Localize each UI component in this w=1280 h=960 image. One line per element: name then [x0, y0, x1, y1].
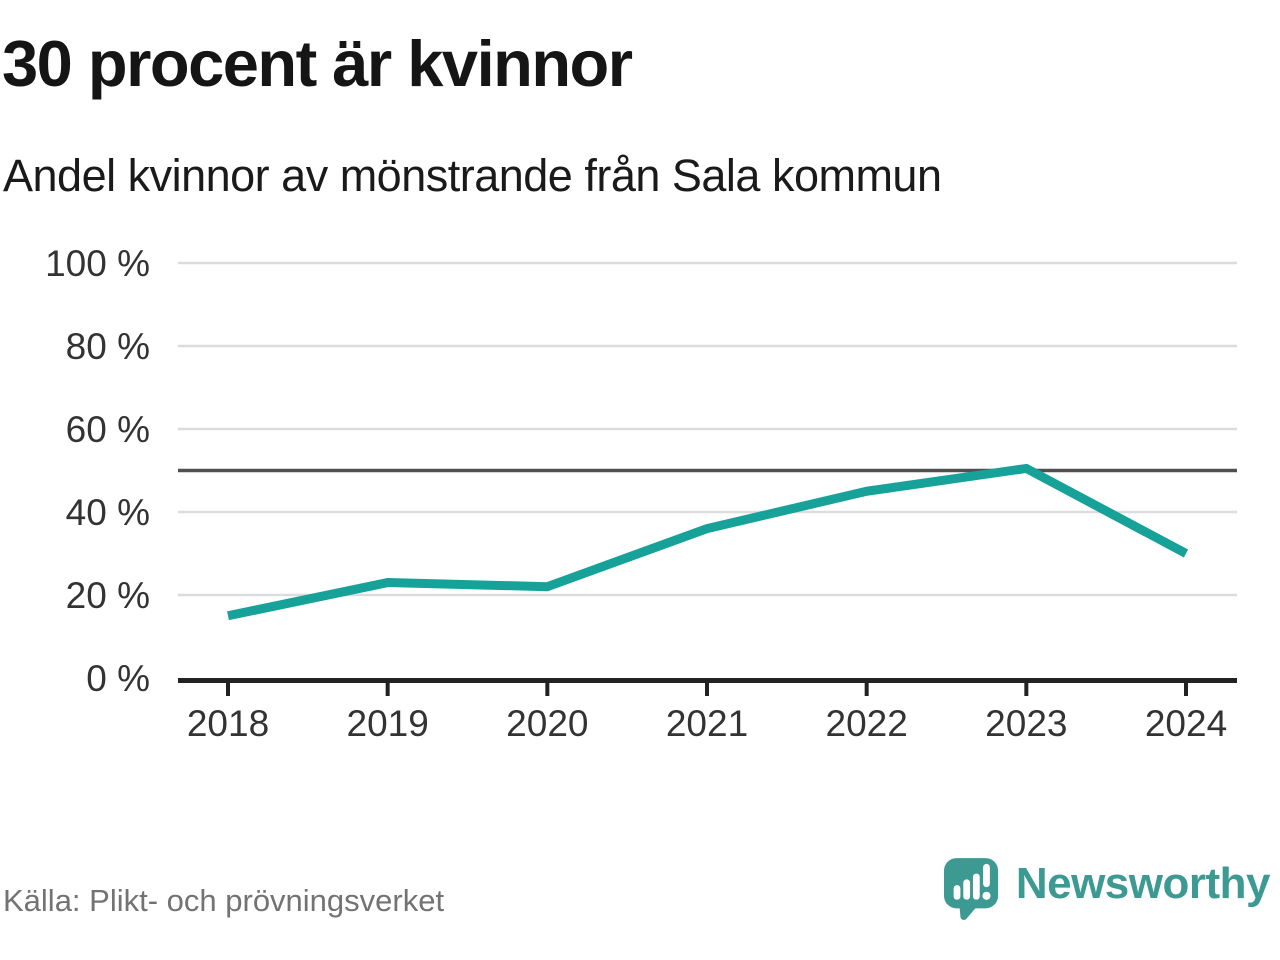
- x-tick-label: 2022: [826, 703, 908, 744]
- source-note: Källa: Plikt- och prövningsverket: [3, 883, 445, 918]
- page-title: 30 procent är kvinnor: [2, 27, 633, 100]
- y-tick-label: 100 %: [45, 243, 150, 284]
- x-tick-label: 2024: [1145, 703, 1227, 744]
- y-tick-label: 40 %: [66, 492, 150, 533]
- y-tick-label: 60 %: [66, 409, 150, 450]
- x-tick-label: 2019: [347, 703, 429, 744]
- y-tick-label: 80 %: [66, 326, 150, 367]
- x-tick-label: 2023: [985, 703, 1067, 744]
- x-tick-label: 2018: [187, 703, 269, 744]
- chart-subtitle: Andel kvinnor av mönstrande från Sala ko…: [3, 150, 942, 201]
- newsworthy-logo: Newsworthy: [943, 856, 1271, 924]
- data-line: [227, 463, 1189, 621]
- newsworthy-speech-bubble-chart-icon: [943, 858, 998, 920]
- y-tick-label: 0 %: [86, 658, 150, 699]
- y-tick-label: 20 %: [66, 575, 150, 616]
- x-tick-label: 2020: [506, 703, 588, 744]
- x-tick-label: 2021: [666, 703, 748, 744]
- newsworthy-logo-text: Newsworthy: [1015, 859, 1271, 908]
- line-chart: 2018 2019 2020 2021 2022 2023 2024 0 % 20 % 40 % 6…: [45, 243, 1237, 744]
